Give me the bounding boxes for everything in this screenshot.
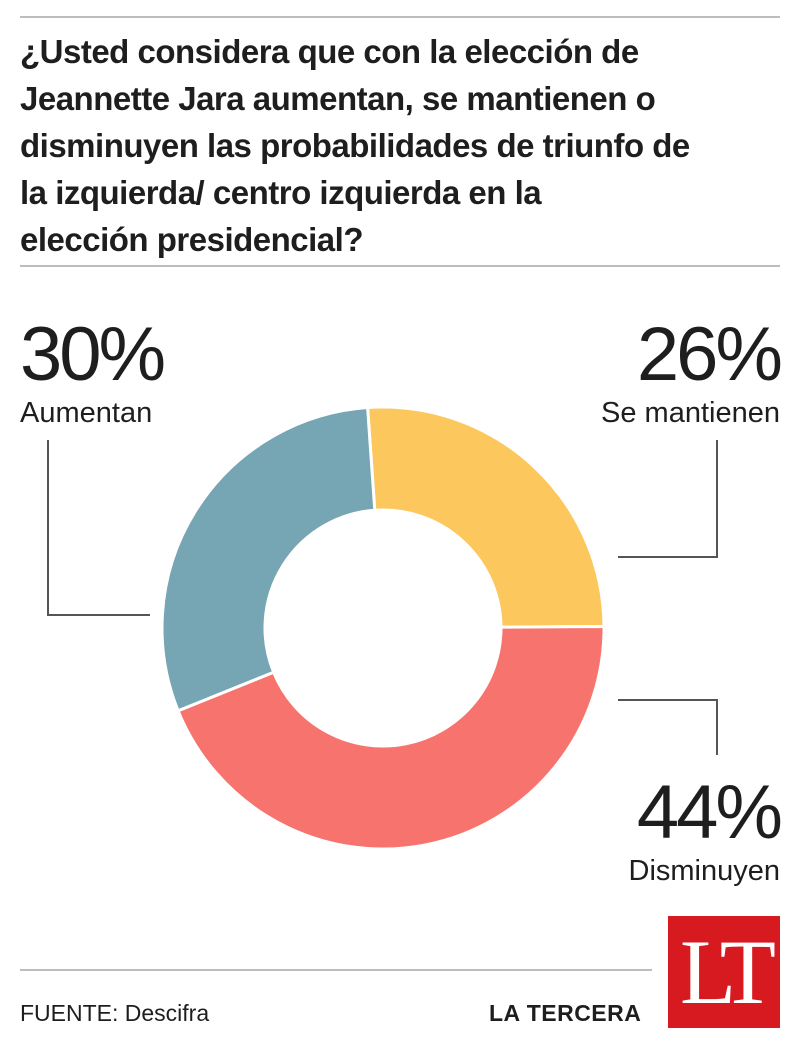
footer-divider [20,969,652,971]
top-divider [20,16,780,18]
publisher-logo: LT [668,916,780,1028]
publisher-name: LA TERCERA [489,1000,642,1026]
leader-line-aumentan [47,440,150,616]
slice-se-mantienen [365,405,606,629]
logo-lettering: LT [680,921,776,1023]
value-label-disminuyen: 44% [637,770,781,855]
title-divider [20,265,780,267]
category-label-se-mantienen: Se mantienen [601,397,780,429]
leader-line-se-mantienen [618,440,718,558]
source-note: FUENTE: Descifra [20,1000,210,1026]
value-label-se-mantienen: 26% [637,312,781,397]
slice-disminuyen [176,624,606,851]
leader-line-disminuyen [618,699,718,755]
category-label-aumentan: Aumentan [20,397,152,429]
category-label-disminuyen: Disminuyen [629,855,781,887]
value-label-aumentan: 30% [20,312,164,397]
slice-aumentan [160,405,377,713]
chart-title: ¿Usted considera que con la elección de … [20,33,690,258]
